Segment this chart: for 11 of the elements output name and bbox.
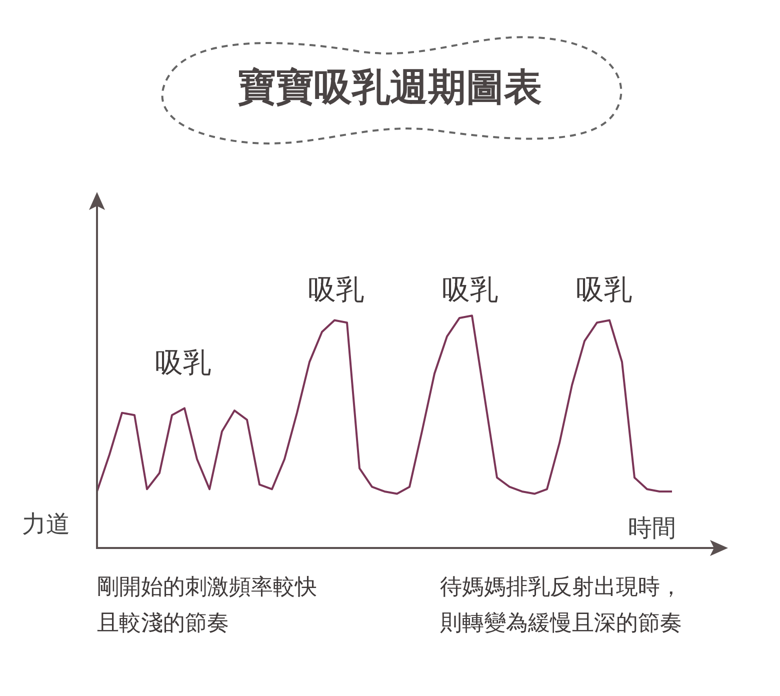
text: 待媽媽排乳反射出現時， [440, 574, 682, 602]
text: 吸乳 [442, 272, 498, 308]
text: 且較淺的節奏 [97, 610, 229, 638]
text: 剛開始的刺激頻率較快 [97, 574, 317, 602]
text: 吸乳 [576, 272, 632, 308]
y-axis-title: 力道 [22, 509, 70, 540]
chart-title: 寶寶吸乳週期圖表 [237, 64, 543, 111]
text: 吸乳 [308, 272, 364, 308]
annotation: 吸乳 [155, 345, 211, 381]
text: 則轉變為緩慢且深的節奏 [440, 610, 682, 638]
x-axis-title: 時間 [628, 513, 676, 544]
